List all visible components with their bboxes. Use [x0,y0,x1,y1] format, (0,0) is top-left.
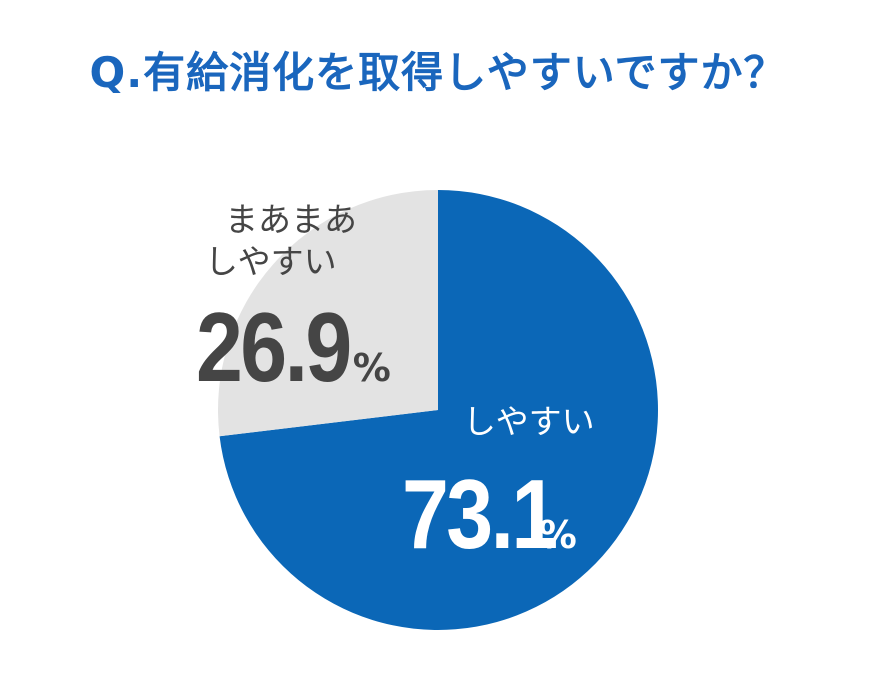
pie-slice-1 [218,189,438,437]
slice-value-maamaa: 26.9% [196,298,415,396]
slice-value-unit: % [538,513,577,557]
slice-label-maamaa-line2: しやすい [205,242,337,281]
slice-value-number: 26.9 [196,292,352,402]
pie-slice-0 [219,190,658,630]
slice-value-shiyasui: 73.1% [402,465,621,563]
slice-value-unit: % [352,346,391,390]
chart-title: Q.有給消化を取得しやすいですか？ [89,48,787,97]
slice-label-shiyasui: しやすい [463,402,595,441]
slice-label-maamaa-line1: まあまあ [225,200,357,239]
slice-value-number: 73.1 [402,459,558,569]
